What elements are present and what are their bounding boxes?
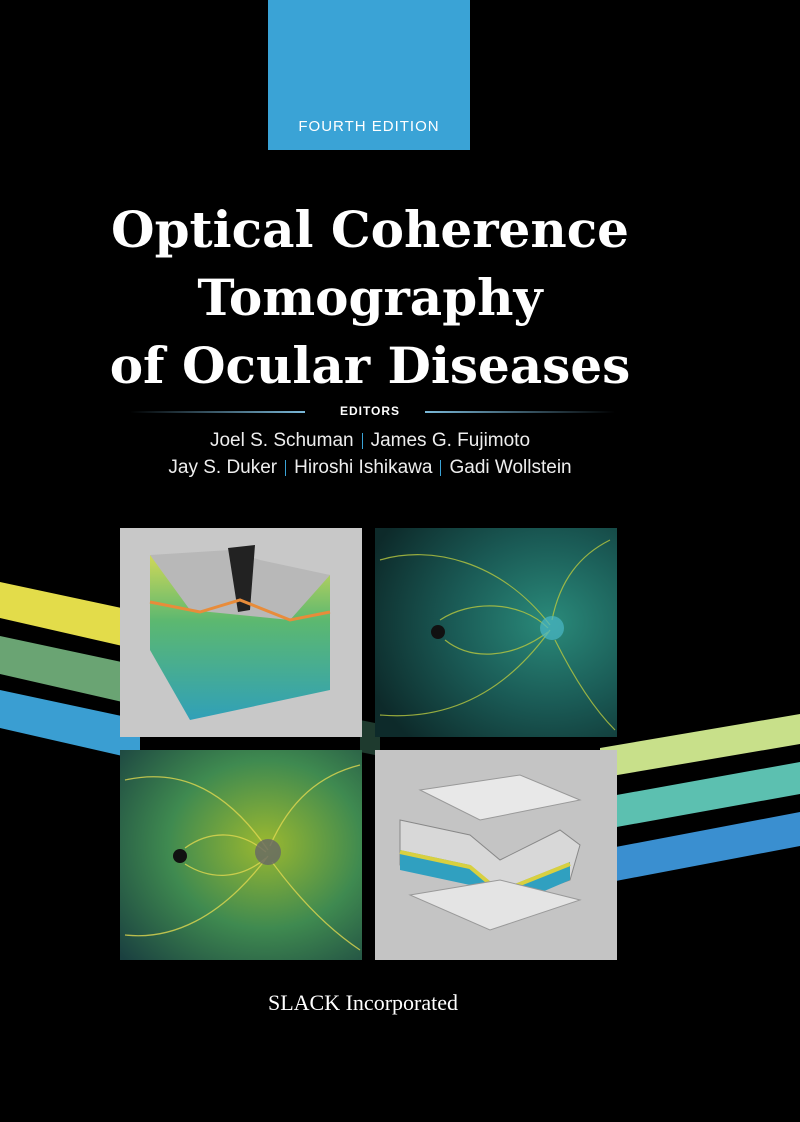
retina-angiogram bbox=[120, 750, 362, 960]
editor-name: James G. Fujimoto bbox=[370, 430, 531, 451]
oct-layer-image bbox=[375, 750, 617, 960]
separator bbox=[361, 433, 363, 449]
title: Optical Coherence Tomography of Ocular Dis… bbox=[0, 196, 740, 400]
editor-name: Gadi Wollstein bbox=[449, 457, 572, 478]
editors-label: EDITORS bbox=[339, 404, 401, 418]
editor-line: Joel S. Schuman James G. Fujimoto bbox=[0, 430, 740, 452]
stripe bbox=[600, 714, 800, 778]
rule bbox=[130, 411, 305, 413]
title-line: Tomography bbox=[197, 268, 543, 327]
stripe bbox=[600, 762, 800, 830]
edition-banner: FOURTH EDITION bbox=[268, 0, 470, 150]
editor-name: Joel S. Schuman bbox=[209, 430, 354, 451]
rule bbox=[425, 411, 615, 413]
retina-angiogram bbox=[375, 528, 617, 737]
separator bbox=[440, 460, 442, 476]
editor-line: Jay S. Duker Hiroshi Ishikawa Gadi Wollste… bbox=[0, 457, 740, 479]
oct-volume-image bbox=[120, 528, 362, 737]
stripe bbox=[0, 636, 140, 706]
stripe bbox=[0, 582, 140, 650]
stripe bbox=[0, 690, 140, 760]
title-line: Optical Coherence bbox=[111, 200, 629, 259]
separator bbox=[285, 460, 287, 476]
publisher: SLACK Incorporated bbox=[267, 990, 458, 1015]
editor-name: Jay S. Duker bbox=[168, 457, 278, 478]
stripe bbox=[600, 812, 800, 884]
edition: FOURTH EDITION bbox=[298, 118, 440, 135]
title-line: of Ocular Diseases bbox=[109, 336, 631, 395]
editor-name: Hiroshi Ishikawa bbox=[294, 457, 433, 478]
